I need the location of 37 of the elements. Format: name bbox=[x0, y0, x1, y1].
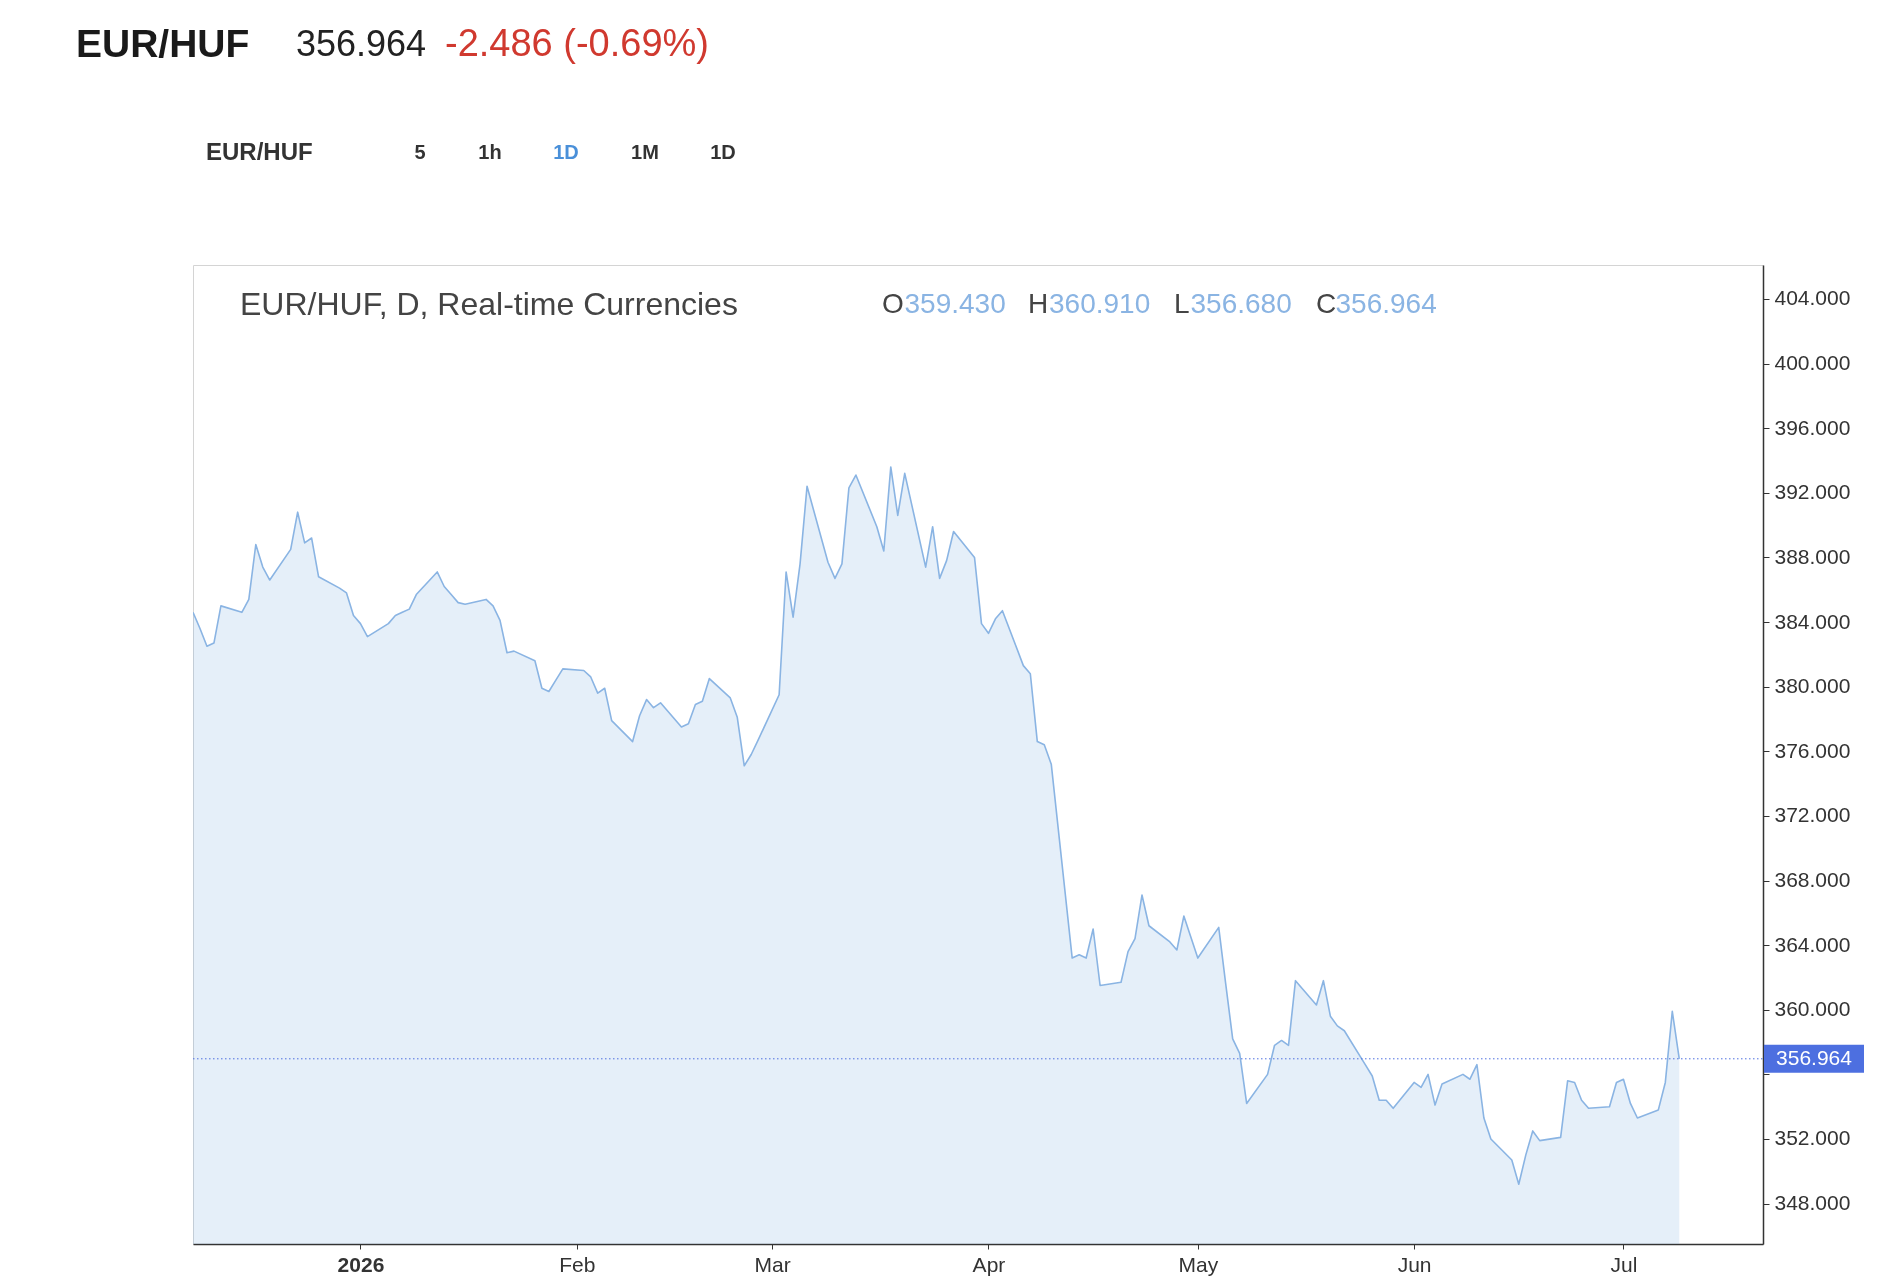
text: C bbox=[1316, 288, 1337, 319]
y-tick-label: 392.000 bbox=[1774, 480, 1851, 504]
annotation: L356.680 bbox=[1174, 288, 1292, 319]
y-tick-label: 360.000 bbox=[1774, 997, 1851, 1021]
y-tick-label: 384.000 bbox=[1774, 609, 1851, 633]
text: 1M bbox=[631, 141, 659, 163]
text: 1h bbox=[478, 141, 502, 163]
annotation: H360.910 bbox=[1028, 288, 1151, 319]
x-tick-label: Feb bbox=[559, 1252, 596, 1276]
text: 1D bbox=[553, 141, 579, 163]
y-tick-label: 372.000 bbox=[1774, 803, 1851, 827]
annotation: EUR/HUF, D, Real-time Currencies bbox=[240, 286, 738, 322]
y-tick-label: 400.000 bbox=[1774, 351, 1851, 375]
y-tick-label: 396.000 bbox=[1774, 415, 1851, 439]
text: 356.964 bbox=[1335, 288, 1437, 319]
text: -2.486 (-0.69%) bbox=[445, 22, 710, 64]
y-tick-label: 348.000 bbox=[1774, 1191, 1851, 1215]
y-tick-label: 376.000 bbox=[1774, 738, 1851, 762]
x-tick-label: 2026 bbox=[337, 1252, 385, 1276]
text: 5 bbox=[414, 141, 426, 163]
y-tick-label: 352.000 bbox=[1774, 1126, 1851, 1150]
x-tick-label: May bbox=[1178, 1252, 1219, 1276]
y-tick-label: 388.000 bbox=[1774, 544, 1851, 568]
y-tick-label: 404.000 bbox=[1774, 286, 1851, 310]
x-tick-label: Jul bbox=[1610, 1252, 1638, 1276]
ref-line-label: 356.964 bbox=[1776, 1045, 1853, 1069]
text: 356.964 bbox=[296, 23, 427, 64]
text: 1D bbox=[710, 141, 736, 163]
y-tick-label: 368.000 bbox=[1774, 868, 1851, 892]
chart-title: EUR/HUF bbox=[76, 22, 250, 65]
text: EUR/HUF bbox=[206, 138, 313, 165]
x-tick-label: Mar bbox=[754, 1252, 791, 1276]
x-tick-label: Apr bbox=[972, 1252, 1006, 1276]
y-tick-label: 364.000 bbox=[1774, 932, 1851, 956]
y-tick-label: 380.000 bbox=[1774, 674, 1851, 698]
x-tick-label: Jun bbox=[1397, 1252, 1432, 1276]
annotation: O359.430 bbox=[882, 288, 1006, 319]
